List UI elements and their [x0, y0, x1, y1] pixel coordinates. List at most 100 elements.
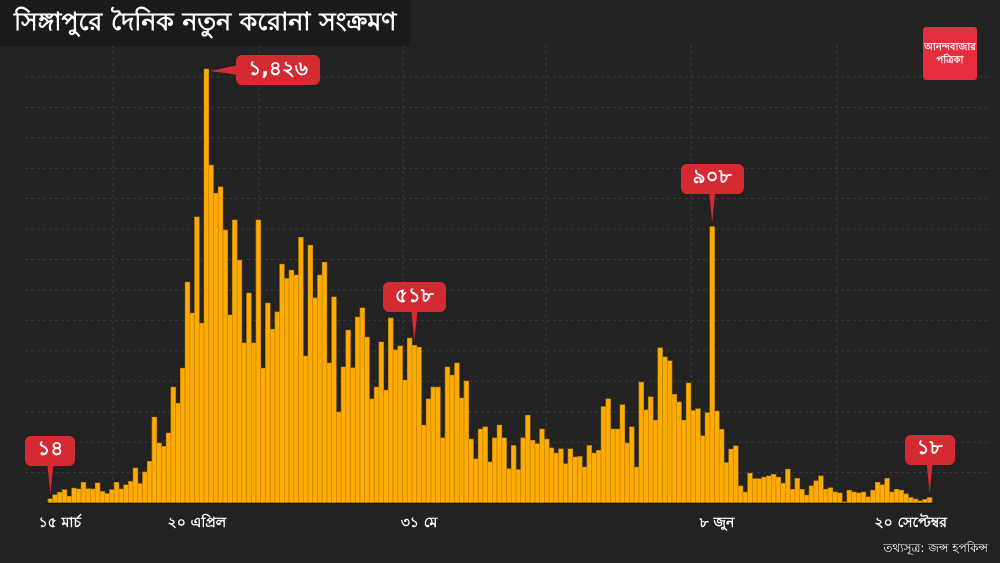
bar [629, 426, 635, 504]
x-tick-label: ১৫ মার্চ [38, 515, 82, 531]
bar [676, 401, 682, 504]
bar [468, 438, 474, 504]
bar [265, 302, 271, 504]
bar [544, 438, 550, 504]
x-tick-label: ২০ সেপ্টেম্বর [874, 515, 947, 531]
source-note: তথ্যসূত্র: জন্স হপকিন্স [883, 541, 988, 555]
bar [80, 482, 87, 504]
bar [813, 480, 819, 504]
bar [458, 397, 465, 504]
bar [118, 488, 124, 504]
bar [624, 442, 630, 504]
bar [170, 386, 176, 504]
bar [567, 448, 574, 504]
bar [340, 366, 347, 504]
bar [317, 274, 323, 504]
bar [695, 408, 701, 504]
bar [430, 386, 436, 504]
bar [539, 428, 545, 504]
bar [165, 432, 172, 504]
bar [832, 491, 838, 504]
callout-pointer [411, 311, 418, 342]
bar [302, 355, 309, 504]
bar [175, 402, 181, 504]
bar [586, 445, 592, 504]
bar [671, 394, 678, 504]
bar [222, 229, 228, 504]
bar [94, 482, 101, 504]
bar [657, 347, 663, 504]
bar [113, 482, 120, 504]
bar [279, 263, 285, 504]
bar [874, 482, 881, 504]
bar [681, 419, 687, 504]
bar [284, 278, 290, 504]
bar [449, 374, 455, 504]
bar [893, 489, 900, 504]
bar [804, 494, 810, 504]
bar [336, 411, 342, 504]
bar [761, 476, 767, 504]
bar [808, 485, 815, 504]
bar [690, 410, 696, 504]
bar [76, 488, 82, 504]
bar [293, 274, 299, 504]
bar [444, 366, 451, 504]
bar [421, 424, 427, 504]
bar [827, 487, 834, 504]
logo-line-2: পত্রিকা [936, 54, 964, 66]
bar [718, 429, 725, 504]
bar [198, 322, 205, 504]
bar [581, 466, 588, 504]
data-callout: ১৪ [25, 435, 76, 466]
bar [250, 342, 257, 504]
bar [128, 481, 134, 504]
bar [534, 443, 540, 504]
callout-pointer [47, 464, 54, 495]
bar [345, 329, 351, 504]
bar [515, 469, 522, 504]
bar [331, 296, 337, 504]
bar [392, 349, 399, 504]
bar [666, 360, 673, 504]
bar [146, 461, 153, 504]
bar [865, 496, 871, 504]
bar [109, 489, 115, 504]
bar [288, 269, 295, 504]
bar [742, 491, 748, 504]
bar [99, 491, 106, 504]
bar [510, 445, 517, 504]
bar [662, 356, 668, 504]
bar [180, 367, 186, 504]
callout-pointer [709, 192, 716, 223]
bar [473, 458, 479, 504]
bar [922, 499, 928, 504]
bar [71, 487, 77, 504]
bar [553, 452, 559, 504]
bar [548, 447, 555, 504]
bar [520, 437, 526, 504]
bar [884, 478, 890, 504]
bar [151, 416, 158, 504]
bar [737, 485, 744, 504]
bar [860, 491, 867, 504]
bar [747, 472, 753, 504]
bar [402, 379, 408, 504]
bar [161, 446, 167, 504]
title-banner: সিঙ্গাপুরে দৈনিক নতুন করোনা সংক্রমণ [0, 0, 411, 46]
bar [704, 412, 711, 504]
bar [917, 500, 923, 504]
bar [723, 462, 730, 504]
bar [241, 342, 247, 504]
bar [269, 328, 276, 504]
bar [846, 489, 852, 504]
bar [799, 489, 805, 504]
x-tick-label: ৩১ মে [400, 515, 438, 531]
bar [236, 259, 243, 504]
bar [851, 491, 857, 504]
bar [397, 345, 403, 504]
bar [416, 346, 422, 504]
bar [619, 404, 626, 504]
bar [227, 314, 233, 504]
